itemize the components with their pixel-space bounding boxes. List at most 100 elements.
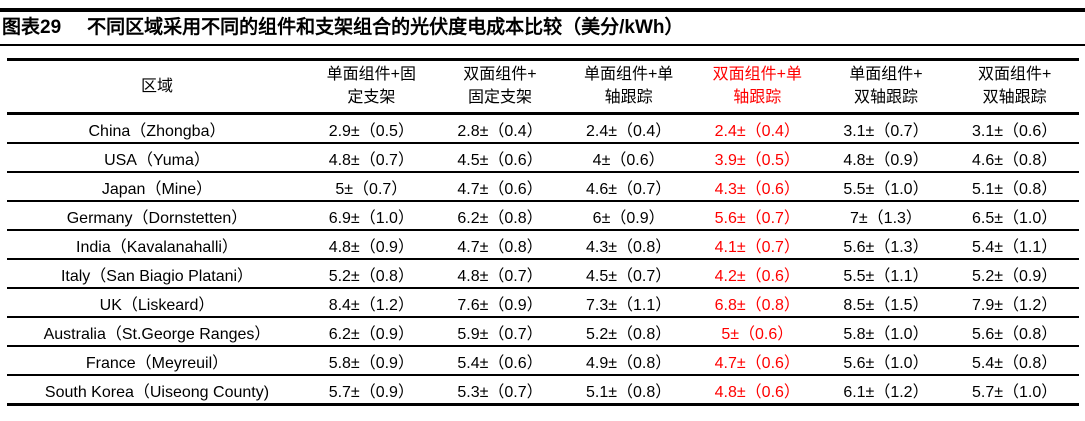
table-row: India（Kavalanahalli） 4.8±（0.9） 4.7±（0.8）… [7, 229, 1079, 259]
cost-cell: 3.1±（0.7） [843, 122, 929, 140]
cost-cell: 6±（0.9） [564, 200, 693, 230]
cost-cell: 6.5±（1.0） [950, 200, 1079, 230]
cost-cell: 4.8±（0.9） [307, 229, 436, 259]
figure-title: 不同区域采用不同的组件和支架组合的光伏度电成本比较（美分/kWh） [87, 17, 684, 38]
table-row: France（Meyreuil） 5.8±（0.9） 5.4±（0.6） 4.9… [7, 345, 1079, 375]
cost-cell: 5.6±（1.0） [821, 345, 951, 375]
region-cell: Germany（Dornstetten） [7, 200, 307, 230]
cost-cell-highlighted: 6.8±（0.8） [692, 287, 822, 317]
cost-cell: 5±（0.7） [307, 171, 436, 201]
cost-cell: 5.9±（0.7） [435, 316, 565, 346]
cost-cell: 4.9±（0.8） [564, 345, 693, 375]
figure-title-bar: 图表29 不同区域采用不同的组件和支架组合的光伏度电成本比较（美分/kWh） [0, 8, 1085, 46]
cost-cell-highlighted: 5.6±（0.7） [692, 200, 822, 230]
cost-cell: 7.9±（1.2） [950, 287, 1079, 317]
column-header-line: 定支架 [347, 89, 396, 106]
cost-cell-highlighted: 3.9±（0.5） [692, 142, 822, 172]
cost-cell-highlighted: 5±（0.6） [692, 316, 822, 346]
column-header-line: 双面组件+ [463, 66, 537, 83]
cost-cell: 5.1±（0.8） [564, 374, 693, 405]
cost-cell: 5.2±（0.8） [564, 316, 693, 346]
column-header-line: 双轴跟踪 [982, 89, 1047, 106]
cost-cell: 4.8±（0.7） [435, 258, 565, 288]
cost-cell: 4.8±（0.9） [821, 142, 951, 172]
cost-cell: 5.5±（1.1） [821, 258, 951, 288]
cost-cell: 2.8±（0.4） [457, 122, 543, 140]
column-header-bifacial-fixed: 双面组件+ 固定支架 [435, 59, 565, 115]
cost-cell: 4±（0.6） [564, 142, 693, 172]
table-row: Australia（St.George Ranges） 6.2±（0.9） 5.… [7, 316, 1079, 346]
table-row: Italy（San Biagio Platani） 5.2±（0.8） 4.8±… [7, 258, 1079, 288]
column-header-line: 双面组件+单 [712, 66, 802, 83]
figure-number: 图表29 [2, 17, 62, 38]
cost-cell-highlighted: 4.2±（0.6） [692, 258, 822, 288]
region-cell: China（Zhongba） [88, 122, 226, 140]
cost-cell: 4.6±（0.8） [950, 142, 1079, 172]
region-cell: South Korea（Uiseong County) [7, 374, 307, 405]
cost-cell: 6.9±（1.0） [307, 200, 436, 230]
cost-cell: 5.8±（1.0） [821, 316, 951, 346]
region-cell: USA（Yuma） [7, 142, 307, 172]
region-cell: India（Kavalanahalli） [7, 229, 307, 259]
cost-cell: 7.3±（1.1） [564, 287, 693, 317]
cost-cell: 6.1±（1.2） [821, 374, 951, 405]
cost-cell: 4.7±（0.6） [435, 171, 565, 201]
cost-cell-highlighted: 4.8±（0.6） [692, 374, 822, 405]
cost-cell-highlighted: 2.4±（0.4） [714, 122, 800, 140]
column-header-line: 单面组件+ [849, 66, 923, 83]
cost-cell: 5.2±（0.9） [950, 258, 1079, 288]
cost-cell: 4.5±（0.7） [564, 258, 693, 288]
column-header-bifacial-single-axis-highlighted: 双面组件+单 轴跟踪 [692, 59, 822, 115]
cost-cell: 5.8±（0.9） [307, 345, 436, 375]
column-header-mono-single-axis: 单面组件+单 轴跟踪 [564, 59, 693, 115]
column-header-mono-dual-axis: 单面组件+ 双轴跟踪 [821, 59, 951, 115]
column-header-line: 轴跟踪 [733, 89, 782, 106]
cost-cell: 5.4±（0.8） [950, 345, 1079, 375]
region-cell: France（Meyreuil） [7, 345, 307, 375]
cost-cell: 6.2±（0.9） [307, 316, 436, 346]
table-row: Germany（Dornstetten） 6.9±（1.0） 6.2±（0.8）… [7, 200, 1079, 230]
table-row: Japan（Mine） 5±（0.7） 4.7±（0.6） 4.6±（0.7） … [7, 171, 1079, 201]
cost-cell: 4.5±（0.6） [435, 142, 565, 172]
lcoe-table-container: 区域 单面组件+固 定支架 双面组件+ 固定支架 单面组件+单 轴跟踪 双面组件… [7, 58, 1079, 406]
column-header-line: 固定支架 [467, 89, 532, 106]
cost-cell: 7±（1.3） [821, 200, 951, 230]
cost-cell: 2.4±（0.4） [586, 122, 672, 140]
cost-cell: 5.3±（0.7） [435, 374, 565, 405]
cost-cell: 8.4±（1.2） [307, 287, 436, 317]
cost-cell: 5.4±（0.6） [435, 345, 565, 375]
column-header-line: 单面组件+固 [326, 66, 416, 83]
cost-cell: 4.7±（0.8） [435, 229, 565, 259]
cost-cell: 4.6±（0.7） [564, 171, 693, 201]
region-cell: Italy（San Biagio Platani） [7, 258, 307, 288]
table-row: USA（Yuma） 4.8±（0.7） 4.5±（0.6） 4±（0.6） 3.… [7, 142, 1079, 172]
region-cell: Australia（St.George Ranges） [7, 316, 307, 346]
table-row: China（Zhongba） 2.9±（0.5） 2.8±（0.4） 2.4±（… [7, 114, 1079, 144]
cost-cell: 3.1±（0.6） [972, 122, 1058, 140]
column-header-line: 双面组件+ [977, 66, 1052, 83]
cost-cell: 7.6±（0.9） [435, 287, 565, 317]
cost-cell: 4.3±（0.8） [564, 229, 693, 259]
cost-cell: 5.7±（0.9） [307, 374, 436, 405]
cost-cell: 5.5±（1.0） [821, 171, 951, 201]
cost-cell-highlighted: 4.1±（0.7） [692, 229, 822, 259]
column-header-region: 区域 [7, 59, 307, 115]
region-cell: UK（Liskeard） [7, 287, 307, 317]
cost-cell-highlighted: 4.7±（0.6） [692, 345, 822, 375]
column-header-line: 双轴跟踪 [853, 89, 918, 106]
cost-cell: 5.6±（1.3） [821, 229, 951, 259]
cost-cell: 8.5±（1.5） [821, 287, 951, 317]
column-header-line: 单面组件+单 [583, 66, 674, 83]
header-row: 区域 单面组件+固 定支架 双面组件+ 固定支架 单面组件+单 轴跟踪 双面组件… [7, 59, 1079, 115]
column-header-mono-fixed: 单面组件+固 定支架 [307, 59, 436, 115]
cost-cell-highlighted: 4.3±（0.6） [692, 171, 822, 201]
cost-cell: 5.4±（1.1） [950, 229, 1079, 259]
table-row: UK（Liskeard） 8.4±（1.2） 7.6±（0.9） 7.3±（1.… [7, 287, 1079, 317]
cost-cell: 5.1±（0.8） [950, 171, 1079, 201]
cost-cell: 5.6±（0.8） [950, 316, 1079, 346]
column-header-bifacial-dual-axis: 双面组件+ 双轴跟踪 [950, 59, 1079, 115]
table-row: South Korea（Uiseong County) 5.7±（0.9） 5.… [7, 374, 1079, 405]
region-cell: Japan（Mine） [7, 171, 307, 201]
cost-cell: 6.2±（0.8） [435, 200, 565, 230]
lcoe-comparison-table: 区域 单面组件+固 定支架 双面组件+ 固定支架 单面组件+单 轴跟踪 双面组件… [7, 58, 1079, 406]
